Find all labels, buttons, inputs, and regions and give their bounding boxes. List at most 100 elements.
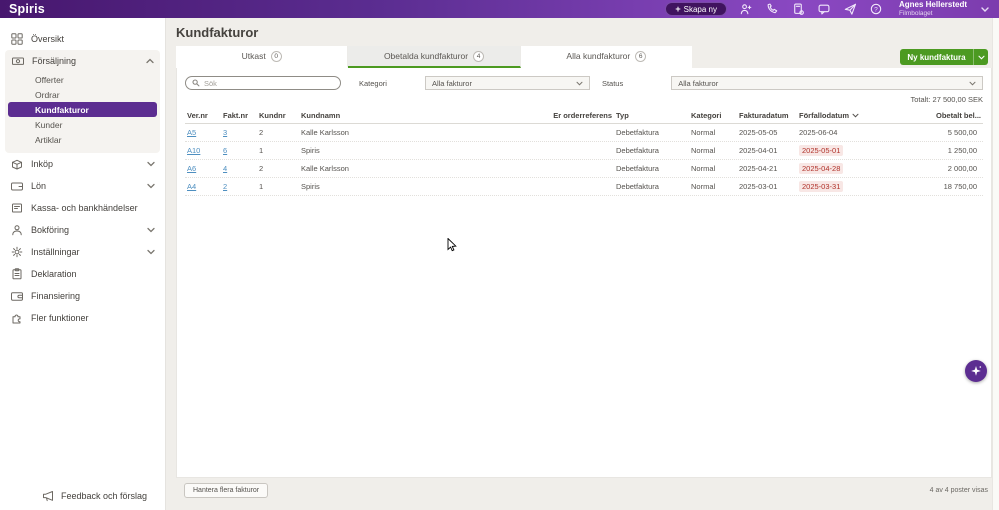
status-select[interactable]: Alla fakturor — [671, 76, 983, 90]
kategori-select[interactable]: Alla fakturor — [424, 76, 590, 90]
help-icon[interactable]: ? — [870, 3, 883, 16]
invoice-faktnr-link[interactable]: 6 — [223, 146, 228, 155]
invoice-vernr-link[interactable]: A10 — [187, 146, 201, 155]
table-row[interactable]: A5 3 2 Kalle Karlsson Debetfaktura Norma… — [185, 124, 983, 142]
chevron-down-icon[interactable] — [981, 0, 989, 18]
cell-fakturadatum: 2025-04-21 — [739, 164, 778, 173]
create-new-label: Skapa ny — [683, 4, 717, 14]
cell-kategori: Normal — [691, 146, 716, 155]
announcement-icon[interactable] — [844, 3, 857, 16]
box-icon — [10, 158, 23, 171]
chevron-up-icon — [146, 58, 154, 64]
sidebar-item-oversikt[interactable]: Översikt — [0, 28, 165, 50]
table-row[interactable]: A10 6 1 Spiris Debetfaktura Normal 2025-… — [185, 142, 983, 160]
tab-label: Alla kundfakturor — [566, 51, 631, 61]
table-row[interactable]: A4 2 1 Spiris Debetfaktura Normal 2025-0… — [185, 178, 983, 196]
sidebar-item-deklaration[interactable]: Deklaration — [0, 263, 165, 285]
header-orderreferens[interactable]: Er orderreferens — [553, 111, 612, 120]
grid-icon — [10, 33, 23, 46]
sidebar-item-lon[interactable]: Lön — [0, 175, 165, 197]
sidebar-item-kunder[interactable]: Kunder — [5, 117, 160, 132]
sidebar-item-inkop[interactable]: Inköp — [0, 153, 165, 175]
header-faktnr[interactable]: Fakt.nr — [223, 111, 249, 120]
create-new-button[interactable]: + Skapa ny — [665, 2, 727, 16]
chat-icon[interactable] — [818, 3, 831, 16]
sidebar-item-label: Översikt — [31, 34, 65, 44]
invoice-vernr-link[interactable]: A4 — [187, 182, 197, 191]
sidebar-item-label: Fler funktioner — [31, 313, 89, 323]
cell-fakturadatum: 2025-03-01 — [739, 182, 778, 191]
tab-count-badge: 0 — [270, 50, 282, 62]
header-kundnr[interactable]: Kundnr — [259, 111, 286, 120]
invoice-table: Ver.nr Fakt.nr Kundnr Kundnamn Er orderr… — [185, 108, 983, 196]
user-menu[interactable]: Agnes Hellerstedt Filmbolaget — [899, 0, 967, 17]
cell-kundnamn: Kalle Karlsson — [301, 164, 349, 173]
app-logo: Spiris — [9, 2, 45, 16]
invoice-faktnr-link[interactable]: 2 — [223, 182, 228, 191]
sidebar-item-finansiering[interactable]: Finansiering — [0, 285, 165, 307]
cell-kundnamn: Spiris — [301, 146, 320, 155]
sidebar-item-forsaljning[interactable]: Försäljning — [5, 50, 160, 72]
feedback-link[interactable]: Feedback och förslag — [42, 490, 147, 502]
tab-count-badge: 4 — [473, 50, 485, 62]
sidebar-item-label: Deklaration — [31, 269, 77, 279]
cell-forfallodatum-overdue: 2025-03-31 — [799, 181, 844, 192]
new-invoice-button[interactable]: Ny kundfaktura — [900, 49, 988, 65]
header-kundnamn[interactable]: Kundnamn — [301, 111, 341, 120]
ai-assistant-button[interactable] — [965, 360, 987, 382]
records-info: 4 av 4 poster visas — [929, 487, 988, 494]
wallet-icon — [10, 180, 23, 193]
header-obetalt-belopp[interactable]: Obetalt bel... — [935, 111, 981, 120]
plus-icon: + — [675, 3, 681, 14]
chevron-down-icon[interactable] — [973, 49, 988, 65]
sidebar-item-installningar[interactable]: Inställningar — [0, 241, 165, 263]
header-forfallodatum[interactable]: Förfallodatum — [797, 111, 867, 120]
sidebar-subitem-label: Kunder — [35, 119, 63, 130]
sidebar-item-ordrar[interactable]: Ordrar — [5, 87, 160, 102]
gear-icon — [10, 246, 23, 259]
cell-fakturadatum: 2025-04-01 — [739, 146, 778, 155]
cell-kundnamn: Kalle Karlsson — [301, 128, 349, 137]
bulk-actions-button[interactable]: Hantera flera fakturor — [184, 483, 269, 498]
add-user-icon[interactable] — [740, 3, 753, 16]
device-icon[interactable] — [792, 3, 805, 16]
cell-kundnr: 1 — [259, 182, 264, 191]
cell-kategori: Normal — [691, 128, 716, 137]
sidebar-subitem-label: Ordrar — [35, 89, 60, 100]
invoice-faktnr-link[interactable]: 3 — [223, 128, 228, 137]
phone-support-icon[interactable] — [766, 3, 779, 16]
cell-kategori: Normal — [691, 164, 716, 173]
scrollbar-track[interactable] — [992, 18, 999, 510]
tab-obetalda-kundfakturor[interactable]: Obetalda kundfakturor 4 — [348, 46, 521, 68]
sidebar-item-fler-funktioner[interactable]: Fler funktioner — [0, 307, 165, 329]
search-input[interactable] — [204, 78, 334, 88]
table-row[interactable]: A6 4 2 Kalle Karlsson Debetfaktura Norma… — [185, 160, 983, 178]
cash-icon — [11, 55, 24, 68]
sidebar-subitem-label: Artiklar — [35, 134, 62, 145]
invoice-faktnr-link[interactable]: 4 — [223, 164, 228, 173]
feedback-label: Feedback och förslag — [61, 491, 148, 501]
cell-forfallodatum-overdue: 2025-05-01 — [799, 145, 844, 156]
sidebar-item-bokforing[interactable]: Bokföring — [0, 219, 165, 241]
search-box — [185, 76, 341, 90]
sidebar-group-forsaljning: Försäljning Offerter Ordrar Kundfakturor… — [5, 50, 160, 153]
sidebar-item-kassa-bank[interactable]: Kassa- och bankhändelser — [0, 197, 165, 219]
tab-label: Utkast — [241, 51, 266, 61]
tab-utkast[interactable]: Utkast 0 — [176, 46, 349, 68]
tab-alla-kundfakturor[interactable]: Alla kundfakturor 6 — [520, 46, 692, 68]
header-vernr[interactable]: Ver.nr — [187, 111, 208, 120]
invoice-vernr-link[interactable]: A5 — [187, 128, 197, 137]
top-bar: Spiris + Skapa ny ? — [0, 0, 999, 18]
sidebar-item-offerter[interactable]: Offerter — [5, 72, 160, 87]
header-fakturadatum[interactable]: Fakturadatum — [739, 111, 789, 120]
kategori-select-value: Alla fakturor — [431, 78, 472, 88]
cell-kategori: Normal — [691, 182, 716, 191]
header-kategori[interactable]: Kategori — [691, 111, 722, 120]
sidebar-item-artiklar[interactable]: Artiklar — [5, 132, 160, 147]
sidebar-item-kundfakturor[interactable]: Kundfakturor — [8, 102, 157, 117]
cell-belopp: 1 250,00 — [947, 146, 977, 155]
invoice-vernr-link[interactable]: A6 — [187, 164, 197, 173]
clipboard-icon — [10, 268, 23, 281]
header-typ[interactable]: Typ — [616, 111, 629, 120]
kategori-label: Kategori — [359, 78, 387, 88]
